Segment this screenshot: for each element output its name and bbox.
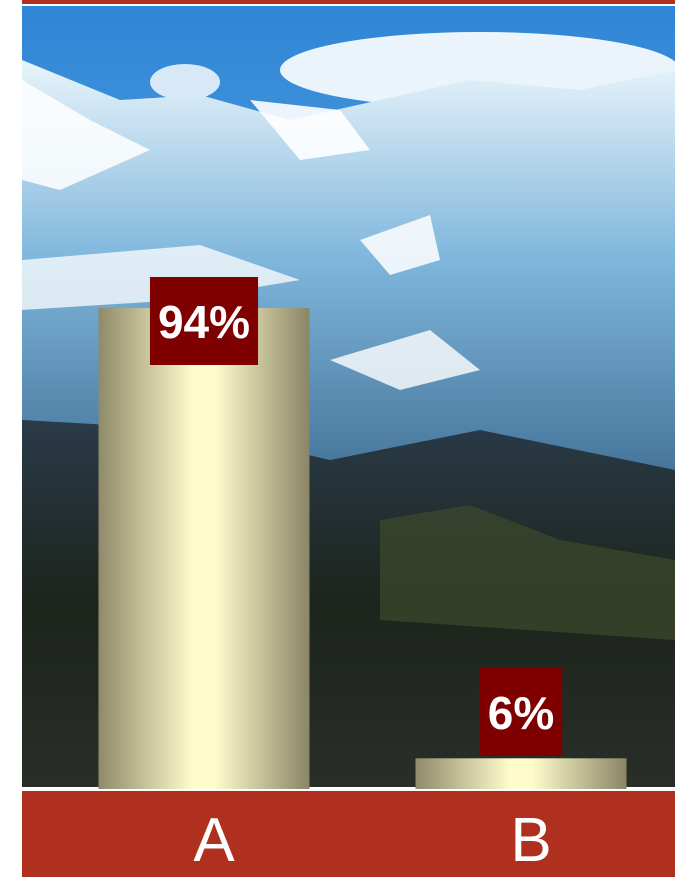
chart: 94% A 6% B — [0, 0, 675, 877]
category-band — [22, 791, 675, 877]
bar — [99, 308, 310, 789]
value-label: 94% — [158, 296, 250, 348]
bar — [416, 758, 627, 789]
page: 94%A6%B (() => { const data = JSON.parse… — [0, 0, 675, 877]
x-tick-label: B — [510, 806, 551, 875]
value-label: 6% — [488, 687, 554, 739]
x-tick-label: A — [193, 806, 235, 875]
top-rule — [22, 0, 675, 4]
